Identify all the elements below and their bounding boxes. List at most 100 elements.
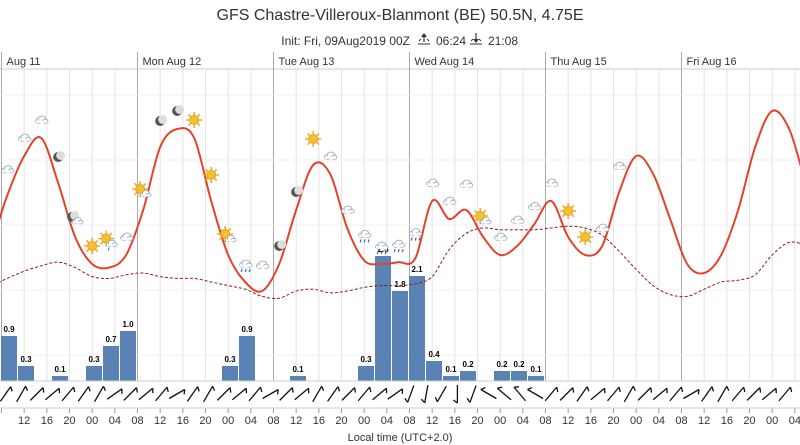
hour-tick-label: 20 xyxy=(607,415,619,427)
wind-arrow xyxy=(387,388,404,400)
sun-ray xyxy=(307,132,311,136)
wind-shaft xyxy=(294,387,309,401)
rain-drop xyxy=(248,268,251,273)
precip-bar xyxy=(103,346,119,381)
wind-barb xyxy=(337,386,341,392)
wind-barb xyxy=(72,386,76,393)
sun-ray xyxy=(188,123,192,127)
wind-arrow xyxy=(77,386,91,402)
wind-arrow xyxy=(590,387,606,401)
sun-ray xyxy=(95,239,99,243)
wind-shaft xyxy=(480,388,497,400)
wind-barb xyxy=(586,386,590,392)
hour-tick-label: 04 xyxy=(653,415,665,427)
precip-bar xyxy=(528,376,544,381)
moon-icon xyxy=(172,105,185,116)
wind-arrow xyxy=(372,387,388,401)
cloud-icon xyxy=(511,215,525,224)
hour-tick-label: 20 xyxy=(471,415,483,427)
cloud-base xyxy=(444,201,455,204)
hour-tick-label: 00 xyxy=(358,415,370,427)
precip-bar xyxy=(392,291,408,381)
rain-drop xyxy=(363,239,366,243)
sun-icon xyxy=(577,229,594,245)
wind-barb xyxy=(135,387,138,393)
hour-tick-label: 16 xyxy=(721,415,733,427)
cloud-icon xyxy=(120,232,134,241)
rain-drop xyxy=(401,249,404,253)
cloud-base xyxy=(410,233,421,236)
wind-barb xyxy=(259,386,263,393)
hour-tick-label: 00 xyxy=(222,415,234,427)
wind-shaft xyxy=(407,385,415,403)
hour-tick-label: 08 xyxy=(403,415,415,427)
wind-arrow xyxy=(155,386,169,402)
wind-shaft xyxy=(513,386,527,402)
precip-label: 1.8 xyxy=(394,280,406,289)
wind-barb xyxy=(666,388,668,394)
hour-tick-label: 20 xyxy=(743,415,755,427)
wind-arrow xyxy=(262,388,279,400)
cloud-base xyxy=(529,207,540,210)
sun-ray xyxy=(579,240,583,244)
rain-cloud-icon xyxy=(239,259,253,273)
hour-tick-label: 12 xyxy=(18,415,30,427)
wind-barb xyxy=(453,399,458,404)
rain-drop xyxy=(367,239,370,243)
sun-ray xyxy=(571,214,575,218)
sun-icon xyxy=(203,167,220,183)
hour-tick-label: 04 xyxy=(517,415,529,427)
wind-barb xyxy=(321,385,325,392)
cloud-base xyxy=(512,220,523,223)
wind-arrow xyxy=(623,385,636,403)
precip-bar xyxy=(120,331,136,381)
hour-tick-label: 08 xyxy=(675,415,687,427)
precip-label: 0.1 xyxy=(54,365,66,374)
sun-ray xyxy=(219,227,223,231)
chart-subtitle: Init: Fri, 09Aug2019 00Z 06:24 21:08 xyxy=(281,33,518,48)
wind-barb xyxy=(369,386,372,393)
wind-shaft xyxy=(424,385,429,403)
wind-barb xyxy=(466,397,471,403)
precip-bar xyxy=(1,336,17,381)
precip-label: 0.1 xyxy=(530,365,542,374)
wind-shaft xyxy=(61,386,75,402)
hour-tick-label: 20 xyxy=(335,415,347,427)
precip-bar xyxy=(86,366,102,381)
wind-barb xyxy=(420,398,426,404)
rain-drop xyxy=(376,250,379,255)
rain-cloud-icon xyxy=(409,228,423,241)
wind-shaft xyxy=(155,386,168,402)
moon-cloud-icon xyxy=(67,211,84,225)
hour-tick-label: 12 xyxy=(426,415,438,427)
precip-bar xyxy=(52,376,68,381)
wind-arrow xyxy=(203,385,216,403)
wind-shaft xyxy=(746,387,761,401)
wind-shaft xyxy=(123,387,138,401)
wind-shaft xyxy=(186,386,199,402)
wind-arrow xyxy=(186,386,200,402)
wind-barb xyxy=(245,388,248,394)
wind-barb xyxy=(603,388,606,394)
wind-shaft xyxy=(652,387,668,401)
wind-arrow xyxy=(231,387,248,401)
wind-shaft xyxy=(778,386,791,402)
precip-label: 0.2 xyxy=(462,360,474,369)
cloud-base xyxy=(614,166,625,169)
cloud-icon xyxy=(596,223,610,232)
cloud-base xyxy=(140,194,151,197)
wind-shaft xyxy=(701,386,713,402)
hour-tick-label: 12 xyxy=(290,415,302,427)
wind-arrow xyxy=(106,388,123,400)
wind-barb xyxy=(10,386,13,392)
wind-barb xyxy=(197,386,200,392)
wind-shaft xyxy=(683,388,700,400)
sun-core xyxy=(189,115,200,125)
wind-shaft xyxy=(623,385,634,403)
wind-barb xyxy=(497,386,503,389)
wind-barb xyxy=(434,396,438,403)
precip-label: 0.2 xyxy=(513,360,525,369)
hour-tick-label: 04 xyxy=(789,415,800,427)
wind-arrow xyxy=(466,385,477,403)
init-label: Init: Fri, 09Aug2019 00Z xyxy=(281,34,410,48)
